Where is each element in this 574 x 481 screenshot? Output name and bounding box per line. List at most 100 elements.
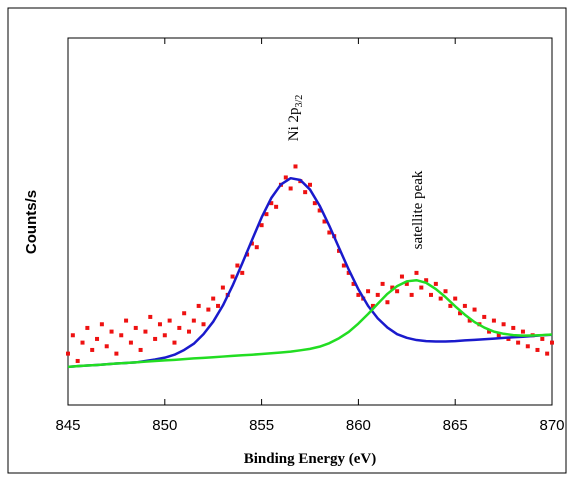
x-axis-title: Binding Energy (eV) [244, 451, 377, 467]
fit-curve [67, 176, 553, 369]
data-point [143, 329, 148, 334]
data-point [119, 333, 124, 338]
data-point [399, 274, 404, 279]
data-point [104, 344, 109, 349]
data-point [433, 281, 438, 286]
data-point [375, 292, 380, 297]
data-point [366, 289, 371, 294]
data-point [501, 322, 506, 327]
data-point [550, 340, 554, 345]
data-point [249, 241, 254, 246]
data-point [230, 274, 235, 279]
data-point [520, 329, 525, 334]
data-point [220, 285, 225, 290]
data-point [70, 333, 75, 338]
data-point [75, 358, 80, 363]
data-point [191, 318, 196, 323]
data-point [496, 333, 501, 338]
data-point [341, 263, 346, 268]
data-point [380, 281, 385, 286]
data-point [448, 303, 453, 308]
data-point [211, 296, 216, 301]
data-point [293, 164, 298, 169]
data-point [462, 303, 467, 308]
annotation-text: Ni 2p [286, 108, 302, 142]
x-tick-label: 850 [152, 417, 177, 434]
data-point [443, 289, 448, 294]
data-point [414, 270, 419, 275]
data-point [288, 186, 293, 191]
annotation: satellite peak [410, 170, 426, 249]
data-point [356, 292, 361, 297]
data-point [201, 322, 206, 327]
data-point [182, 311, 187, 316]
data-point [235, 263, 240, 268]
data-point [308, 182, 312, 187]
data-point [506, 336, 511, 341]
data-point [429, 292, 433, 297]
data-point [269, 201, 274, 206]
data-point [259, 223, 264, 228]
data-point [540, 336, 545, 341]
data-point [128, 340, 133, 345]
data-point [472, 307, 477, 312]
data-point [487, 329, 492, 334]
data-point [535, 347, 540, 352]
data-point [482, 314, 487, 319]
data-point [351, 281, 356, 286]
data-point [99, 322, 104, 327]
data-point [419, 285, 424, 290]
data-point [264, 212, 269, 217]
data-point [216, 303, 221, 308]
data-point [124, 318, 129, 323]
data-point [167, 318, 172, 323]
data-point [390, 285, 395, 290]
x-tick-label: 855 [249, 417, 274, 434]
data-point [404, 281, 409, 286]
data-point [467, 318, 472, 323]
data-point [274, 204, 279, 209]
data-point [148, 314, 153, 319]
data-point [327, 230, 332, 235]
data-point [346, 270, 351, 275]
data-point [254, 245, 259, 250]
data-point [114, 351, 119, 356]
data-point [424, 278, 429, 283]
data-point [153, 336, 158, 341]
data-point [133, 325, 138, 330]
plot-area [67, 37, 553, 406]
data-point [177, 325, 182, 330]
data-point [90, 347, 95, 352]
data-point [162, 333, 167, 338]
data-point [95, 336, 100, 341]
data-point [370, 303, 375, 308]
data-point [283, 175, 288, 180]
data-point [303, 190, 308, 195]
data-point [453, 296, 458, 301]
data-point [312, 201, 317, 206]
data-point [206, 307, 211, 312]
data-point [385, 300, 390, 305]
y-axis-title: Counts/s [23, 190, 40, 254]
data-point [85, 325, 90, 330]
annotation-subscript: 3/2 [294, 95, 305, 108]
data-point [491, 318, 496, 323]
data-point [511, 325, 516, 330]
data-point [409, 292, 414, 297]
data-point [157, 322, 162, 327]
fit-curve [67, 278, 553, 369]
data-point [516, 340, 521, 345]
x-tick-label: 865 [443, 417, 468, 434]
data-point [545, 351, 550, 356]
x-tick-label: 860 [346, 417, 371, 434]
frame [7, 7, 567, 474]
data-point [438, 296, 443, 301]
data-point [172, 340, 177, 345]
data-point [395, 289, 400, 294]
data-point [196, 303, 201, 308]
data-point [109, 329, 114, 334]
data-point [317, 208, 322, 213]
x-tick-label: 870 [539, 417, 564, 434]
data-point [138, 347, 143, 352]
